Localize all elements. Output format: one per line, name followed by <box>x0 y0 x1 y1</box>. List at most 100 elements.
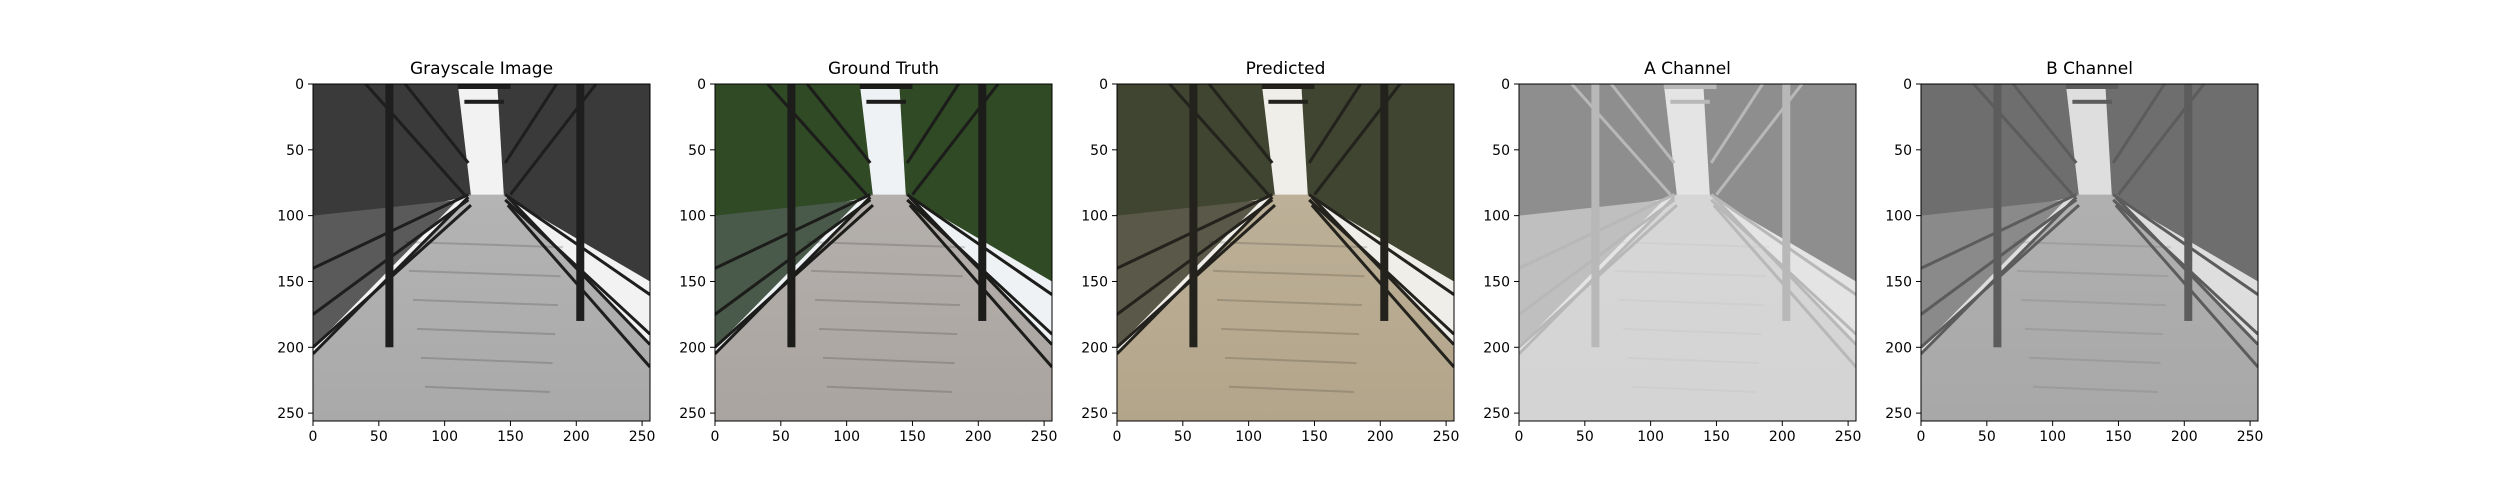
y-tick-label: 100 <box>277 209 304 225</box>
x-tick-label: 200 <box>1367 429 1394 445</box>
truss-post-right <box>978 84 987 321</box>
x-tick-label: 50 <box>1978 429 1996 445</box>
y-tick-label: 50 <box>1090 143 1108 159</box>
panel-title: A Channel <box>1644 59 1731 79</box>
x-tick-label: 150 <box>1301 429 1328 445</box>
y-tick-label: 200 <box>1885 340 1912 356</box>
x-tick-label: 250 <box>1031 429 1058 445</box>
x-tick-label: 250 <box>1433 429 1460 445</box>
y-tick-label: 100 <box>1081 209 1108 225</box>
foliage-right <box>899 84 1052 282</box>
truss-post-right <box>1782 84 1791 321</box>
y-tick-label: 200 <box>679 340 706 356</box>
panel-5: B Channel 0 50 100 150 200 250 0 50 100 150 200 250 <box>1885 59 2263 445</box>
y-tick-label: 150 <box>1885 274 1912 290</box>
x-tick-label: 0 <box>711 429 720 445</box>
panel-title: Ground Truth <box>828 59 939 79</box>
y-tick-label: 200 <box>1081 340 1108 356</box>
truss-post-right <box>2184 84 2193 321</box>
x-tick-label: 100 <box>1235 429 1262 445</box>
y-tick-label: 0 <box>295 77 304 93</box>
y-tick-label: 100 <box>679 209 706 225</box>
x-tick-label: 250 <box>1835 429 1862 445</box>
y-tick-label: 0 <box>1099 77 1108 93</box>
panel-title: Predicted <box>1246 59 1326 79</box>
bridge-image <box>1117 84 1454 421</box>
y-tick-label: 250 <box>1081 406 1108 422</box>
axes-frame <box>1518 83 1857 422</box>
x-tick-label: 150 <box>2105 429 2132 445</box>
x-tick-label: 250 <box>2237 429 2264 445</box>
y-tick-label: 250 <box>1885 406 1912 422</box>
x-tick-label: 150 <box>899 429 926 445</box>
truss-post-right <box>1380 84 1389 321</box>
bridge-image <box>313 84 650 421</box>
y-tick-label: 0 <box>1903 77 1912 93</box>
y-tick-label: 250 <box>277 406 304 422</box>
bridge-image <box>715 84 1052 421</box>
x-tick-label: 0 <box>1515 429 1524 445</box>
x-tick-label: 200 <box>965 429 992 445</box>
bridge-deck <box>1519 194 1856 421</box>
panel-title: B Channel <box>2046 59 2133 79</box>
y-tick-label: 0 <box>1501 77 1510 93</box>
x-tick-label: 200 <box>1769 429 1796 445</box>
x-tick-label: 150 <box>497 429 524 445</box>
truss-post-left <box>1189 84 1198 348</box>
foliage-right <box>1703 84 1856 282</box>
x-tick-label: 50 <box>1576 429 1594 445</box>
y-tick-label: 150 <box>679 274 706 290</box>
x-tick-label: 0 <box>1917 429 1926 445</box>
foliage-right <box>497 84 650 282</box>
bridge-deck <box>1921 194 2258 421</box>
x-tick-label: 200 <box>2171 429 2198 445</box>
axes-frame <box>312 83 651 422</box>
y-tick-label: 100 <box>1885 209 1912 225</box>
x-tick-label: 100 <box>1637 429 1664 445</box>
x-tick-label: 100 <box>2039 429 2066 445</box>
panel-4: A Channel 0 50 100 150 200 250 0 50 100 150 200 250 <box>1483 59 1861 445</box>
panel-2: Ground Truth 0 50 100 150 200 250 0 50 100 150 200 2… <box>679 59 1057 445</box>
y-tick-label: 150 <box>277 274 304 290</box>
axes-frame <box>1920 83 2259 422</box>
truss-post-right <box>576 84 585 321</box>
panel-title: Grayscale Image <box>410 59 553 79</box>
y-tick-label: 50 <box>1894 143 1912 159</box>
y-tick-label: 0 <box>697 77 706 93</box>
truss-post-left <box>1591 84 1600 348</box>
y-tick-label: 50 <box>286 143 304 159</box>
y-tick-label: 150 <box>1081 274 1108 290</box>
x-tick-label: 50 <box>1174 429 1192 445</box>
truss-post-left <box>1993 84 2002 348</box>
x-tick-label: 0 <box>1113 429 1122 445</box>
axes-frame <box>1116 83 1455 422</box>
y-tick-label: 200 <box>277 340 304 356</box>
y-tick-label: 50 <box>1492 143 1510 159</box>
y-tick-label: 50 <box>688 143 706 159</box>
bridge-deck <box>313 194 650 421</box>
truss-post-left <box>385 84 394 348</box>
x-tick-label: 0 <box>309 429 318 445</box>
bridge-image <box>1921 84 2258 421</box>
foliage-right <box>2105 84 2258 282</box>
x-tick-label: 200 <box>563 429 590 445</box>
y-tick-label: 150 <box>1483 274 1510 290</box>
truss-post-left <box>787 84 796 348</box>
y-tick-label: 100 <box>1483 209 1510 225</box>
bridge-image <box>1519 84 1856 421</box>
x-tick-label: 50 <box>772 429 790 445</box>
panel-3: Predicted 0 50 100 150 200 250 0 50 100 150 200 250 <box>1081 59 1459 445</box>
x-tick-label: 250 <box>629 429 656 445</box>
y-tick-label: 200 <box>1483 340 1510 356</box>
bridge-deck <box>1117 194 1454 421</box>
x-tick-label: 150 <box>1703 429 1730 445</box>
foliage-right <box>1301 84 1454 282</box>
x-tick-label: 100 <box>431 429 458 445</box>
y-tick-label: 250 <box>679 406 706 422</box>
bridge-deck <box>715 194 1052 421</box>
x-tick-label: 50 <box>370 429 388 445</box>
panel-1: Grayscale Image 0 50 100 150 200 250 0 50 100 150 2… <box>277 59 655 445</box>
axes-frame <box>714 83 1053 422</box>
